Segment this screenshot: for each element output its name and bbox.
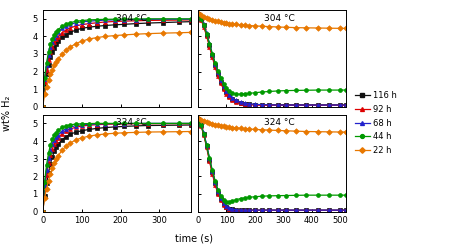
Text: time (s): time (s) (175, 233, 213, 244)
Legend: 116 h, 92 h, 68 h, 44 h, 22 h: 116 h, 92 h, 68 h, 44 h, 22 h (355, 91, 397, 155)
Text: 304 °C: 304 °C (116, 14, 147, 23)
Text: 324 °C: 324 °C (264, 119, 295, 127)
Text: 324 °C: 324 °C (116, 119, 147, 127)
Text: wt% H₂: wt% H₂ (2, 95, 12, 131)
Text: 304 °C: 304 °C (264, 14, 295, 23)
